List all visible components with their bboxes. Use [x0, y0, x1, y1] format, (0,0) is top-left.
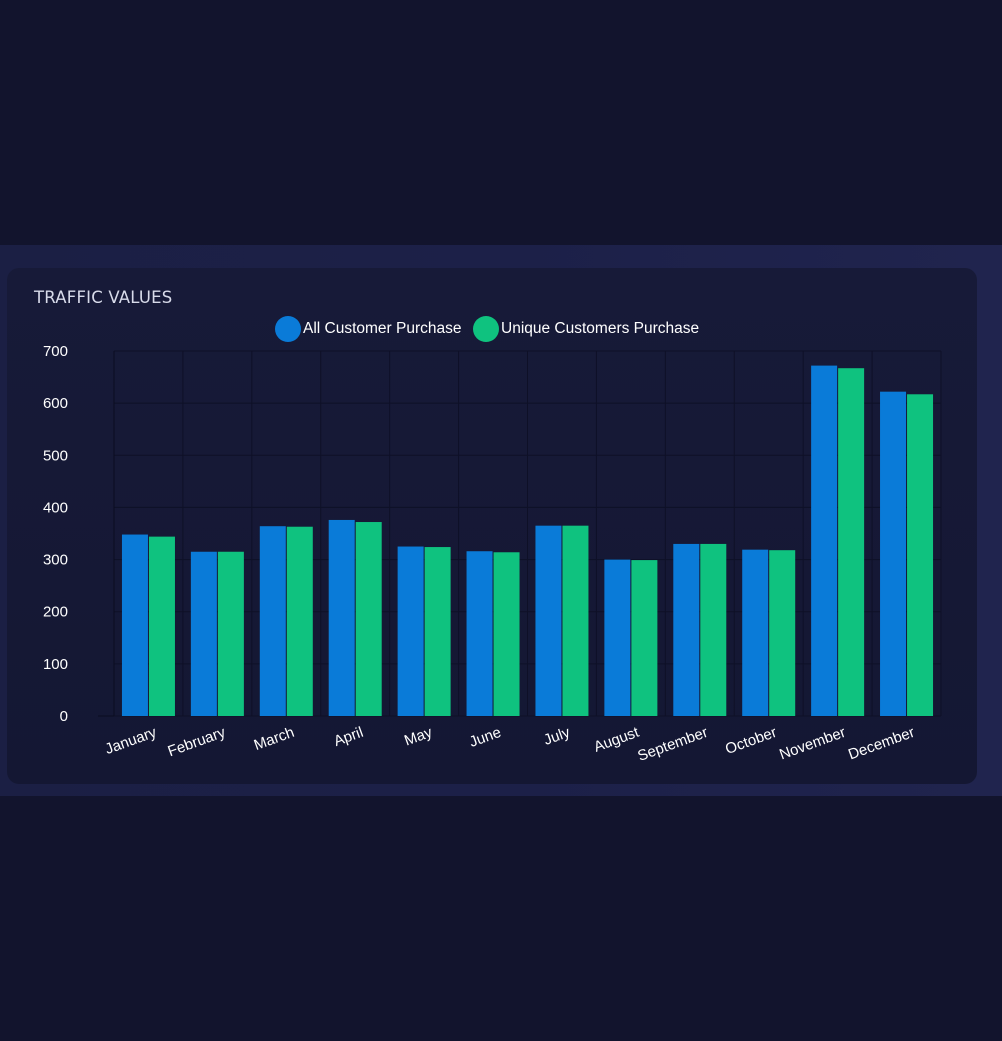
y-tick-label: 500: [43, 447, 68, 464]
bar-all-customer-purchase: [466, 551, 493, 716]
y-tick-label: 300: [43, 552, 68, 569]
chart-title: TRAFFIC VALUES: [34, 288, 173, 307]
x-tick-label: June: [467, 724, 503, 751]
x-tick-label: January: [103, 724, 159, 758]
chart-legend: All Customer Purchase Unique Customers P…: [7, 316, 977, 342]
x-tick-label: December: [846, 724, 917, 764]
bar-all-customer-purchase: [121, 534, 148, 716]
bar-all-customer-purchase: [811, 365, 838, 716]
bar-all-customer-purchase: [397, 546, 424, 716]
bar-unique-customers-purchase: [493, 552, 520, 716]
x-tick-label: May: [402, 724, 435, 750]
bar-unique-customers-purchase: [355, 522, 382, 716]
x-tick-label: September: [635, 724, 710, 765]
y-tick-label: 100: [43, 656, 68, 673]
bar-all-customer-purchase: [259, 526, 286, 716]
bar-unique-customers-purchase: [700, 543, 727, 716]
y-tick-label: 0: [60, 708, 68, 725]
bar-unique-customers-purchase: [769, 550, 796, 716]
bar-unique-customers-purchase: [217, 551, 244, 716]
bar-all-customer-purchase: [742, 549, 769, 716]
x-tick-label: July: [541, 724, 572, 749]
legend-label: Unique Customers Purchase: [501, 320, 700, 337]
chart-card: TRAFFIC VALUES All Customer Purchase Uni…: [7, 268, 977, 784]
bar-all-customer-purchase: [190, 551, 217, 716]
bar-unique-customers-purchase: [838, 368, 865, 716]
bar-unique-customers-purchase: [424, 547, 451, 716]
bar-unique-customers-purchase: [907, 394, 934, 716]
x-tick-label: February: [166, 724, 229, 761]
legend-swatch-icon: [275, 316, 301, 342]
bar-unique-customers-purchase: [286, 526, 313, 716]
bar-unique-customers-purchase: [631, 560, 658, 716]
bar-unique-customers-purchase: [562, 525, 589, 716]
y-tick-label: 600: [43, 395, 68, 412]
y-tick-label: 400: [43, 499, 68, 516]
bar-all-customer-purchase: [535, 525, 562, 716]
x-tick-label: March: [252, 724, 297, 754]
x-tick-label: August: [592, 724, 642, 756]
bar-all-customer-purchase: [880, 391, 907, 716]
bar-all-customer-purchase: [673, 543, 700, 716]
bar-chart: 0 100 200 300 400 500 600 700 January February Mar…: [43, 343, 942, 765]
y-tick-label: 200: [43, 604, 68, 621]
legend-label: All Customer Purchase: [303, 320, 462, 337]
x-tick-label: November: [777, 724, 848, 764]
x-tick-label: April: [332, 724, 366, 750]
y-tick-label: 700: [43, 343, 68, 360]
legend-swatch-icon: [473, 316, 499, 342]
bar-unique-customers-purchase: [148, 536, 175, 716]
bar-all-customer-purchase: [604, 559, 631, 716]
x-tick-label: October: [723, 724, 779, 758]
bar-all-customer-purchase: [328, 519, 355, 716]
